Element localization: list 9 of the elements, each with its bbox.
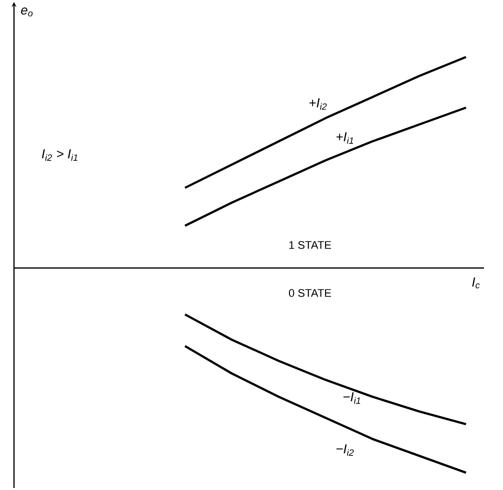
x-axis-title: I$_{c}$ [472, 278, 480, 288]
series-label: −I$_{i2}$ [336, 444, 354, 456]
series-label: −I$_{i1}$ [343, 392, 360, 404]
annotation: 0 STATE [288, 289, 332, 297]
series-label: +I$_{i2}$ [309, 98, 327, 110]
text: I$_{i2}$ > I$_{i1}$ [42, 149, 78, 161]
text: e$_{o}$ [21, 8, 33, 16]
series-label: +I$_{i1}$ [336, 132, 354, 144]
annotation: 1 STATE [289, 241, 332, 249]
